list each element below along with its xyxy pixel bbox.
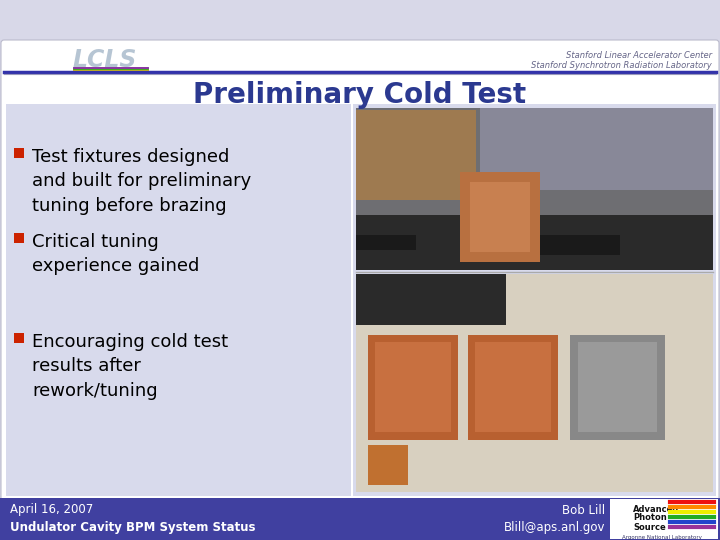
Bar [0, 498, 720, 540]
Bar [356, 235, 416, 250]
Text: Advanced: Advanced [633, 504, 680, 514]
Bar [468, 335, 558, 440]
Text: Undulator Cavity BPM System Status: Undulator Cavity BPM System Status [10, 522, 256, 535]
Bar [4, 43, 716, 83]
FancyBboxPatch shape [1, 40, 719, 501]
Bar [375, 342, 451, 432]
Bar [356, 215, 713, 270]
Bar [356, 108, 713, 270]
Text: Critical tuning
experience gained: Critical tuning experience gained [32, 233, 199, 275]
Bar [368, 445, 408, 485]
Bar [353, 104, 716, 496]
Bar [470, 182, 530, 252]
Text: Argonne National Laboratory: Argonne National Laboratory [622, 535, 702, 539]
Text: Stanford Synchrotron Radiation Laboratory: Stanford Synchrotron Radiation Laborator… [531, 62, 712, 71]
Bar [356, 108, 713, 220]
Text: Bob Lill: Bob Lill [562, 503, 605, 516]
Bar [460, 172, 540, 262]
Text: Photon: Photon [633, 514, 667, 523]
Text: Source: Source [633, 523, 666, 531]
Text: Stanford Linear Accelerator Center: Stanford Linear Accelerator Center [566, 51, 712, 60]
Bar [6, 104, 351, 496]
Bar [356, 274, 713, 492]
Bar [475, 342, 551, 432]
Bar [610, 499, 718, 539]
Bar [356, 110, 476, 200]
Text: Preliminary Cold Test: Preliminary Cold Test [194, 81, 526, 109]
Text: Test fixtures designed
and built for preliminary
tuning before brazing: Test fixtures designed and built for pre… [32, 148, 251, 214]
Bar [578, 342, 657, 432]
Text: Blill@aps.anl.gov: Blill@aps.anl.gov [503, 522, 605, 535]
Bar [570, 335, 665, 440]
Bar [368, 335, 458, 440]
Bar [356, 274, 713, 492]
Text: LCLS: LCLS [73, 48, 138, 72]
Bar [14, 333, 24, 343]
Bar [540, 235, 620, 255]
Bar [14, 233, 24, 243]
Text: April 16, 2007: April 16, 2007 [10, 503, 94, 516]
Bar [14, 148, 24, 158]
Bar [356, 274, 506, 325]
Text: Encouraging cold test
results after
rework/tuning: Encouraging cold test results after rewo… [32, 333, 228, 400]
Bar [480, 108, 713, 190]
